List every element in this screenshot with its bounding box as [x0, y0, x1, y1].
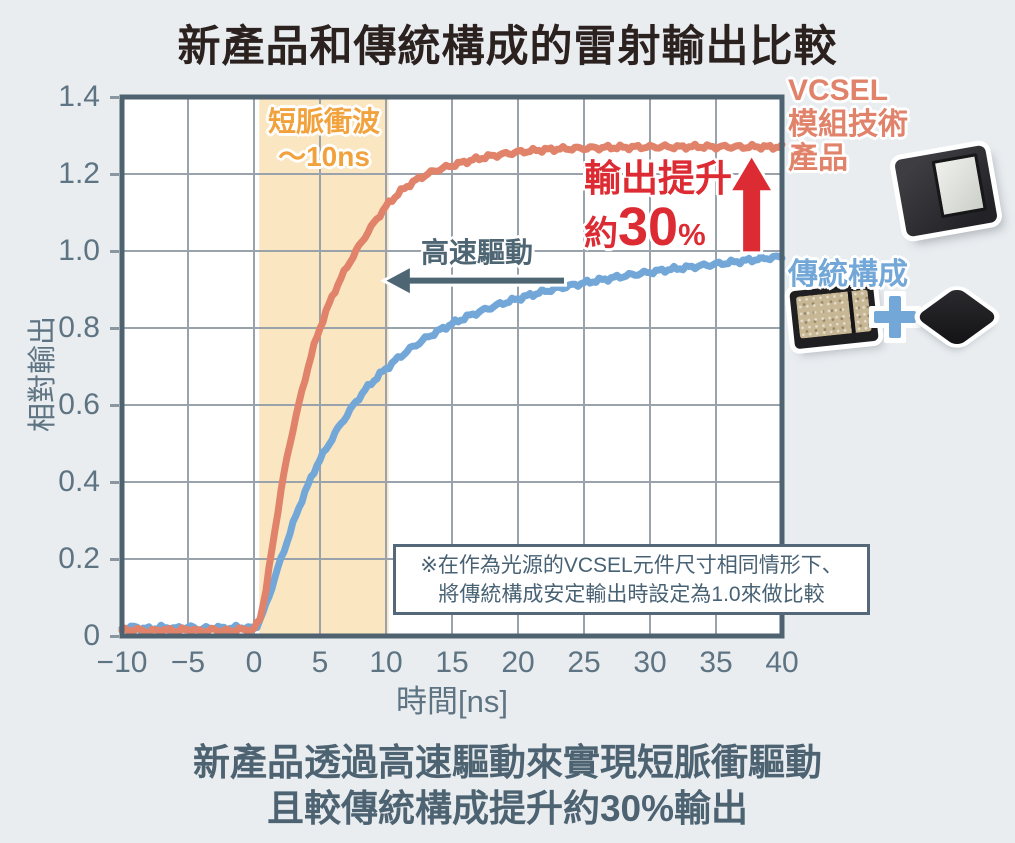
- series-new-product-line: [118, 140, 786, 637]
- x-tick-label: 5: [311, 646, 329, 679]
- laser-output-chart: [118, 94, 786, 639]
- laser-diode-top-face: [795, 289, 872, 339]
- gain-label-line1: 輸出提升: [584, 158, 732, 199]
- x-tick-label: 25: [567, 646, 601, 679]
- y-tick-mark: [110, 326, 119, 330]
- x-tick-label: 0: [245, 646, 263, 679]
- caption-line1: 新產品透過高速驅動來實現短脈衝驅動: [193, 742, 822, 783]
- x-tick-label: 15: [435, 646, 469, 679]
- y-tick-mark: [110, 249, 119, 253]
- caption-line2: 且較傳統構成提升約30%輸出: [266, 788, 749, 829]
- short-pulse-band: [259, 97, 389, 636]
- short-pulse-band-label: 短脈衝波 ～10ns: [268, 104, 380, 174]
- legend-new-line1: VCSEL: [788, 74, 889, 107]
- y-tick-label: 0: [83, 619, 100, 652]
- left-arrow: [380, 263, 568, 299]
- x-tick-label: 35: [699, 646, 733, 679]
- y-tick-label: 0.4: [58, 465, 100, 498]
- vcsel-emitter-window: [931, 153, 987, 219]
- band-label-line1: 短脈衝波: [267, 106, 381, 137]
- footnote-line1: ※在作為光源的VCSEL元件尺寸相同情形下、: [420, 553, 843, 577]
- legend-new-product: VCSEL 模組技術 產品: [788, 74, 908, 176]
- footnote-box: ※在作為光源的VCSEL元件尺寸相同情形下、 將傳統構成安定輸出時設定為1.0來…: [393, 544, 870, 615]
- x-tick-label: 40: [765, 646, 799, 679]
- page-title: 新產品和傳統構成的雷射輸出比較: [177, 23, 838, 71]
- y-tick-label: 1.2: [58, 157, 100, 190]
- y-tick-label: 0.6: [58, 388, 100, 421]
- gain-value: 30: [618, 197, 679, 257]
- y-tick-mark: [110, 480, 119, 484]
- high-speed-drive-label: 高速驅動: [420, 237, 534, 268]
- y-tick-label: 1.0: [58, 234, 100, 267]
- y-tick-label: 1.4: [58, 80, 100, 113]
- gain-label-line2: 約30%: [584, 200, 732, 267]
- x-tick-label: 20: [501, 646, 535, 679]
- x-tick-label: 30: [633, 646, 667, 679]
- up-arrow: [727, 151, 777, 255]
- band-label-line2: ～10ns: [278, 141, 370, 172]
- vcsel-module-photo: [893, 144, 999, 238]
- output-gain-label: 輸出提升 約30%: [584, 158, 732, 267]
- y-axis-title: 相對輸出: [27, 315, 59, 433]
- plot-border: [119, 94, 785, 639]
- driver-package-photo: [915, 286, 999, 348]
- footnote-line2: 將傳統構成安定輸出時設定為1.0來做比較: [438, 582, 825, 606]
- y-tick-mark: [110, 95, 119, 99]
- x-axis-title: 時間[ns]: [396, 684, 508, 719]
- x-tick-label: −5: [170, 646, 206, 679]
- x-tick-label: 10: [369, 646, 403, 679]
- bottom-caption: 新產品透過高速驅動來實現短脈衝驅動 且較傳統構成提升約30%輸出: [0, 740, 1015, 832]
- y-tick-label: 0.8: [58, 311, 100, 344]
- legend-traditional: 傳統構成: [788, 258, 908, 291]
- y-tick-mark: [110, 634, 119, 638]
- y-tick-mark: [110, 403, 119, 407]
- y-tick-mark: [110, 557, 119, 561]
- legend-new-line3: 產品: [788, 142, 848, 175]
- gain-unit: %: [678, 217, 706, 252]
- legend-new-line2: 模組技術: [788, 108, 908, 141]
- gain-prefix: 約: [584, 215, 618, 253]
- y-tick-label: 0.2: [58, 542, 100, 575]
- plus-icon: [869, 291, 921, 343]
- y-tick-mark: [110, 172, 119, 176]
- x-tick-label: −10: [96, 646, 148, 679]
